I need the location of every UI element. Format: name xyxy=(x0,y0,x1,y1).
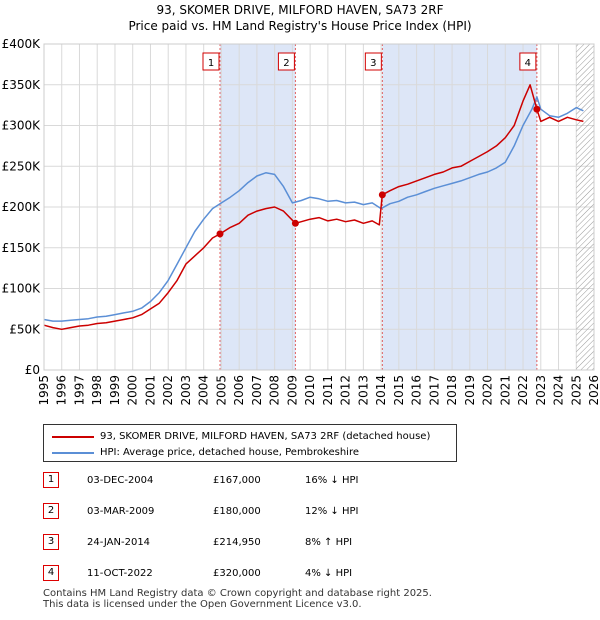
footer-line-2: This data is licensed under the Open Gov… xyxy=(43,599,362,610)
x-tick-label: 2017 xyxy=(427,375,441,406)
x-tick-label: 2023 xyxy=(534,375,548,406)
sale-row-4: 4 11-OCT-2022 £320,000 4% ↓ HPI xyxy=(43,565,463,583)
x-tick-label: 2006 xyxy=(232,375,246,406)
x-tick-label: 2022 xyxy=(516,375,530,406)
footer: Contains HM Land Registry data © Crown c… xyxy=(43,588,432,610)
x-tick-label: 2024 xyxy=(552,375,566,406)
x-tick-label: 2009 xyxy=(285,375,299,406)
plot-frame xyxy=(43,43,595,371)
x-tick-label: 2010 xyxy=(303,375,317,406)
sale-hpi-diff: 4% ↓ HPI xyxy=(305,568,353,579)
y-tick-label: £350K xyxy=(2,78,42,92)
legend-swatch-hpi xyxy=(52,452,94,454)
sale-badge-box xyxy=(277,52,295,71)
x-tick-label: 2013 xyxy=(356,375,370,406)
sale-date: 03-MAR-2009 xyxy=(87,506,155,517)
x-tick-label: 2021 xyxy=(498,375,512,406)
sale-badge-label: 2 xyxy=(283,58,289,69)
sale-point xyxy=(291,219,299,227)
sale-row-1: 1 03-DEC-2004 £167,000 16% ↓ HPI xyxy=(43,472,463,490)
footer-line-1: Contains HM Land Registry data © Crown c… xyxy=(43,588,432,599)
y-tick-label: £400K xyxy=(2,37,42,51)
price-chart: £0 £50K £100K £150K £200K £250K £300K £350K £400… xyxy=(2,37,600,406)
sale-hpi-diff: 12% ↓ HPI xyxy=(305,506,359,517)
x-tick-label: 2020 xyxy=(481,375,495,406)
legend-label-hpi: HPI: Average price, detached house, Pemb… xyxy=(100,447,359,458)
sale-date: 24-JAN-2014 xyxy=(87,537,151,548)
sale-badge-box xyxy=(364,52,382,71)
x-tick-label: 1995 xyxy=(37,375,51,406)
sale-row-3: 3 24-JAN-2014 £214,950 8% ↑ HPI xyxy=(43,534,463,552)
sale-badge-label: 3 xyxy=(370,58,376,69)
x-tick-label: 2007 xyxy=(250,375,264,406)
sale-price: £320,000 xyxy=(213,568,261,579)
sale-point xyxy=(533,105,541,113)
x-tick-label: 2014 xyxy=(374,375,388,406)
sale-badge: 2 xyxy=(43,503,59,519)
legend-swatch-property xyxy=(52,436,94,438)
x-tick-label: 2000 xyxy=(126,375,140,406)
sale-point xyxy=(216,230,224,238)
legend: 93, SKOMER DRIVE, MILFORD HAVEN, SA73 2R… xyxy=(43,424,457,462)
x-tick-label: 1999 xyxy=(108,375,122,406)
sale-date: 11-OCT-2022 xyxy=(87,568,153,579)
x-tick-label: 2019 xyxy=(463,375,477,406)
sale-badge-label: 4 xyxy=(525,58,531,69)
y-tick-label: £0 xyxy=(25,363,40,377)
legend-label-property: 93, SKOMER DRIVE, MILFORD HAVEN, SA73 2R… xyxy=(100,431,431,442)
y-tick-label: £150K xyxy=(2,241,42,255)
sale-badge: 4 xyxy=(43,565,59,581)
sale-badge-box xyxy=(519,52,537,71)
x-tick-label: 2005 xyxy=(214,375,228,406)
sale-price: £167,000 xyxy=(213,475,261,486)
sale-row-2: 2 03-MAR-2009 £180,000 12% ↓ HPI xyxy=(43,503,463,521)
sale-badge: 3 xyxy=(43,534,59,550)
y-tick-label: £300K xyxy=(2,119,42,133)
x-tick-label: 2002 xyxy=(161,375,175,406)
x-tick-label: 2016 xyxy=(410,375,424,406)
x-tick-label: 2018 xyxy=(445,375,459,406)
x-tick-label: 2026 xyxy=(587,375,600,406)
x-tick-label: 2003 xyxy=(179,375,193,406)
y-tick-label: £100K xyxy=(2,282,42,296)
x-tick-label: 2001 xyxy=(143,375,157,406)
property-price-line xyxy=(43,84,584,331)
x-tick-label: 2004 xyxy=(197,375,211,406)
hpi-line xyxy=(43,96,584,322)
x-tick-label: 1998 xyxy=(90,375,104,406)
x-tick-label: 2011 xyxy=(321,375,335,406)
title-line-2: Price paid vs. HM Land Registry's House … xyxy=(128,19,472,33)
sale-badge-box xyxy=(202,52,220,71)
forecast-hatch xyxy=(576,44,594,370)
x-tick-label: 2025 xyxy=(569,375,583,406)
title-line-1: 93, SKOMER DRIVE, MILFORD HAVEN, SA73 2R… xyxy=(156,3,444,17)
chart-title: 93, SKOMER DRIVE, MILFORD HAVEN, SA73 2R… xyxy=(0,2,600,34)
x-tick-label: 2015 xyxy=(392,375,406,406)
y-tick-label: £50K xyxy=(9,322,41,336)
sale-point xyxy=(378,191,386,199)
sale-badge: 1 xyxy=(43,472,59,488)
y-tick-label: £250K xyxy=(2,159,42,173)
sale-price: £180,000 xyxy=(213,506,261,517)
x-tick-label: 2012 xyxy=(339,375,353,406)
x-tick-label: 1996 xyxy=(55,375,69,406)
sale-hpi-diff: 16% ↓ HPI xyxy=(305,475,359,486)
sale-hpi-diff: 8% ↑ HPI xyxy=(305,537,353,548)
x-tick-label: 1997 xyxy=(72,375,86,406)
x-tick-label: 2008 xyxy=(268,375,282,406)
y-tick-label: £200K xyxy=(2,200,42,214)
sale-date: 03-DEC-2004 xyxy=(87,475,154,486)
sale-badge-label: 1 xyxy=(208,58,214,69)
sale-price: £214,950 xyxy=(213,537,261,548)
